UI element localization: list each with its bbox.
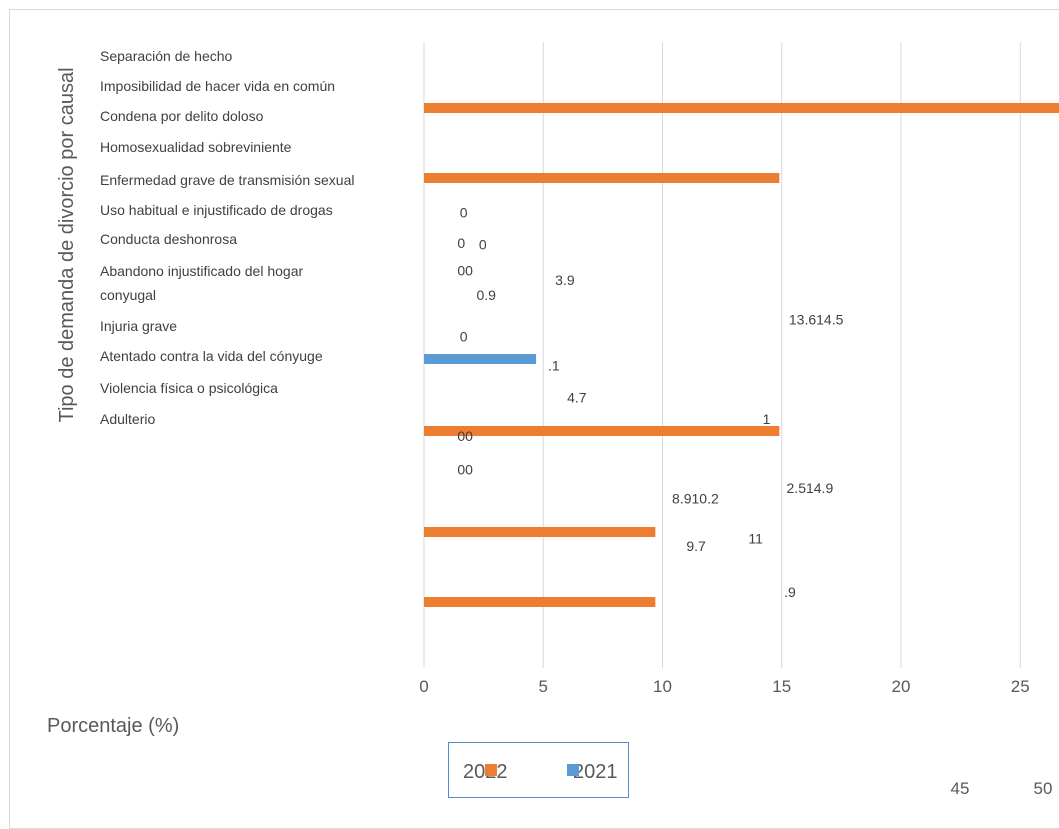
y-axis-title: Tipo de demanda de divorcio por causal <box>56 67 78 422</box>
data-label: 11 <box>748 530 763 546</box>
category-label: Imposibilidad de hacer vida en común <box>100 78 335 94</box>
gridlines <box>423 42 1021 668</box>
bar-2022 <box>424 173 780 183</box>
bar-chart: Separación de hecho Imposibilidad de hace… <box>47 42 1059 798</box>
bar-2022 <box>424 597 656 607</box>
category-label: Atentado contra la vida del cónyuge <box>100 348 323 364</box>
legend-swatch-2022 <box>485 764 497 776</box>
x-axis-title: Porcentaje (%) <box>47 715 179 737</box>
bar-2021 <box>424 354 537 364</box>
x-tick-label: 5 <box>539 677 548 696</box>
data-label: 8.910.2 <box>672 491 719 507</box>
category-label: Enfermedad grave de transmisión sexual <box>100 172 354 188</box>
x-tick-label: 25 <box>1011 677 1030 696</box>
x-tick-label-stray: 50 <box>1034 779 1053 798</box>
data-label: 00 <box>457 462 473 478</box>
category-label: Uso habitual e injustificado de drogas <box>100 202 333 218</box>
category-label: Abandono injustificado del hogar conyugal <box>100 263 303 303</box>
category-label: Separación de hecho <box>100 48 233 64</box>
data-label: 0 <box>460 204 468 220</box>
bar-2022 <box>424 527 656 537</box>
x-tick-label: 10 <box>653 677 672 696</box>
category-label: Injuria grave <box>100 318 177 334</box>
data-label: 00 <box>457 428 473 444</box>
data-label: 00 <box>457 263 473 279</box>
data-label: .9 <box>784 584 796 600</box>
data-label: 0.9 <box>476 287 496 303</box>
legend-swatch-2021 <box>567 764 579 776</box>
category-label: Condena por delito doloso <box>100 108 264 124</box>
data-label: 0 <box>457 235 465 251</box>
data-label: 9.7 <box>686 538 706 554</box>
x-tick-label: 0 <box>419 677 428 696</box>
data-label: 13.614.5 <box>789 312 844 328</box>
legend: 2022 2021 <box>448 742 629 798</box>
legend-label-2021: 2021 <box>573 761 618 783</box>
legend-item-2022: 2022 <box>463 761 508 784</box>
x-tick-label: 20 <box>892 677 911 696</box>
legend-item-2021: 2021 <box>567 761 618 784</box>
data-label: 0 <box>460 328 468 344</box>
data-label: 0 <box>479 237 487 253</box>
bar-2022 <box>424 426 780 436</box>
data-label: 3.9 <box>555 272 575 288</box>
data-label: .1 <box>548 357 560 373</box>
category-label: Violencia física o psicológica <box>100 380 278 396</box>
category-label: Conducta deshonrosa <box>100 231 237 247</box>
x-axis-ticks: 05101520253035404550 <box>419 677 1053 798</box>
x-tick-label: 15 <box>772 677 791 696</box>
data-label: 2.514.9 <box>787 480 834 496</box>
bars <box>424 103 1059 607</box>
data-label: 4.7 <box>567 390 587 406</box>
x-tick-label-stray: 45 <box>951 779 970 798</box>
category-label: Homosexualidad sobreviniente <box>100 139 292 155</box>
data-labels: 000003.90.913.614.50.142.343.64.7100002.… <box>457 204 844 600</box>
category-label: Adulterio <box>100 411 155 427</box>
category-labels: Separación de hecho Imposibilidad de hace… <box>100 48 354 427</box>
bar-2022 <box>424 103 1059 113</box>
data-label: 1 <box>763 411 771 427</box>
